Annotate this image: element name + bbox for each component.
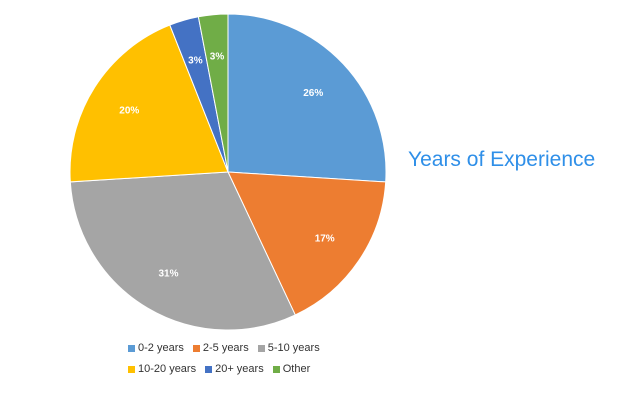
legend-item-10-20-years: 10-20 years xyxy=(128,363,196,375)
legend-swatch-5-10-years xyxy=(257,344,265,352)
data-label-other: 3% xyxy=(210,52,225,63)
data-label-20-years: 3% xyxy=(188,56,203,67)
legend-row-2: 10-20 years 20+ years Other xyxy=(128,363,368,375)
legend-item-0-2-years: 0-2 years xyxy=(128,342,184,354)
chart-legend: 0-2 years 2-5 years 5-10 years 10-20 years 2… xyxy=(128,342,368,384)
legend-row-1: 0-2 years 2-5 years 5-10 years xyxy=(128,342,368,354)
legend-item-other: Other xyxy=(272,363,311,375)
legend-swatch-20-years xyxy=(205,365,213,373)
data-label-10-20-years: 20% xyxy=(119,105,139,116)
legend-label-2-5-years: 2-5 years xyxy=(202,342,249,354)
legend-item-20-years: 20+ years xyxy=(205,363,264,375)
pie-slice-10-20-years xyxy=(69,24,229,183)
legend-label-0-2-years: 0-2 years xyxy=(138,342,184,354)
legend-label-10-20-years: 10-20 years xyxy=(138,363,197,375)
pie-slice-5-10-years xyxy=(69,171,296,331)
data-label-2-5-years: 17% xyxy=(315,234,335,245)
legend-item-2-5-years: 2-5 years xyxy=(192,342,249,354)
legend-label-20-years: 20+ years xyxy=(215,363,264,375)
pie-slice-0-2-years xyxy=(227,13,387,183)
chart-title: Years of Experience xyxy=(408,148,596,171)
legend-swatch-other xyxy=(272,365,280,373)
pie-slice-other xyxy=(197,13,229,173)
legend-swatch-2-5-years xyxy=(192,344,200,352)
data-label-0-2-years: 26% xyxy=(303,88,323,99)
legend-item-5-10-years: 5-10 years xyxy=(257,342,320,354)
legend-label-5-10-years: 5-10 years xyxy=(267,342,320,354)
data-label-5-10-years: 31% xyxy=(158,269,178,280)
legend-swatch-10-20-years xyxy=(128,365,135,373)
pie-slice-2-5-years xyxy=(227,171,387,316)
legend-label-other: Other xyxy=(282,363,311,375)
legend-swatch-0-2-years xyxy=(128,344,135,352)
